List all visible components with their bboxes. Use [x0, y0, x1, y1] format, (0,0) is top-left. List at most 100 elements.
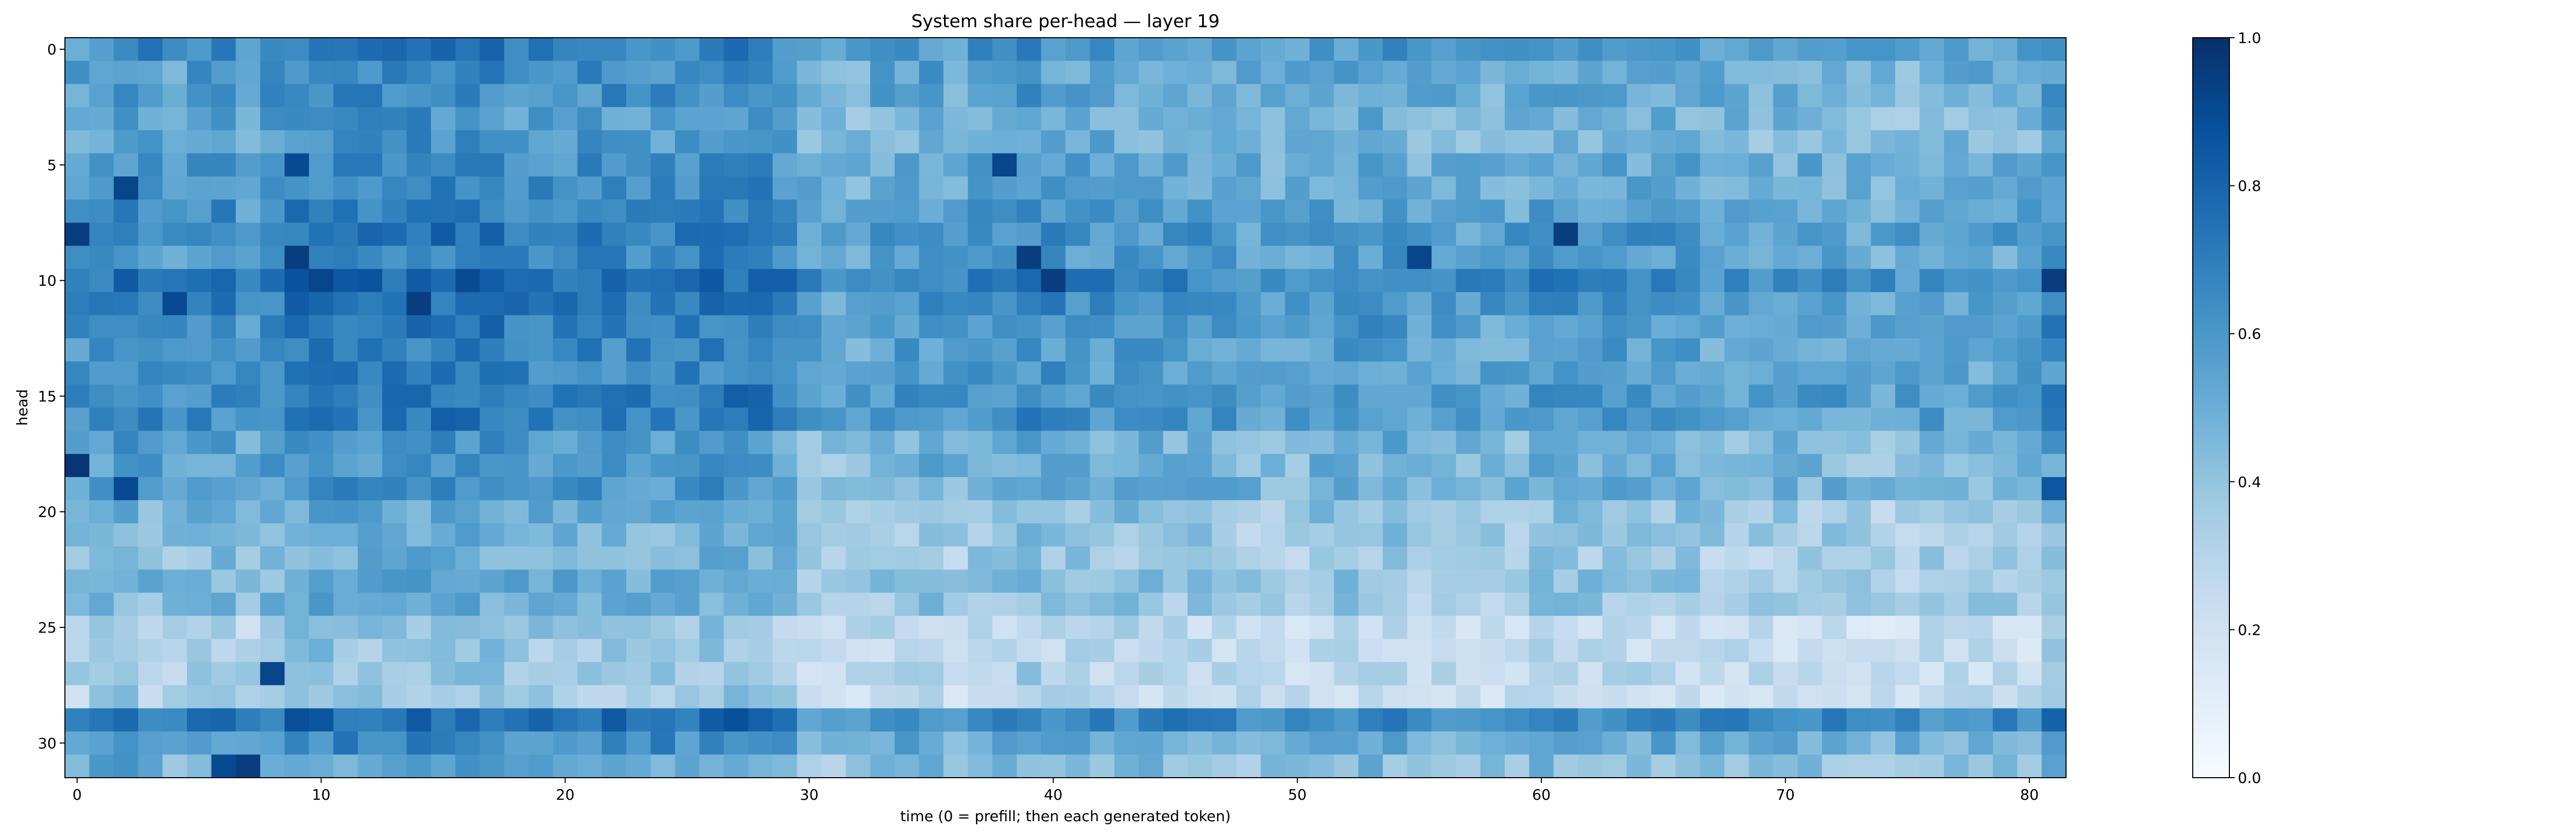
heatmap-cell: [797, 615, 822, 639]
heatmap-cell: [1529, 361, 1554, 385]
heatmap-cell: [1431, 523, 1457, 547]
heatmap-cell: [553, 246, 578, 270]
heatmap-cell: [138, 407, 163, 432]
heatmap-cell: [1504, 731, 1530, 755]
heatmap-cell: [1529, 315, 1554, 339]
heatmap-cell: [1480, 338, 1505, 362]
heatmap-cell: [846, 569, 871, 593]
heatmap-cell: [1822, 407, 1847, 432]
heatmap-cell: [1187, 130, 1213, 154]
heatmap-cell: [1358, 685, 1383, 709]
heatmap-cell: [919, 176, 944, 200]
y-tick-label: 5: [47, 157, 57, 174]
heatmap-cell: [1993, 500, 2018, 524]
heatmap-cell: [968, 384, 993, 408]
heatmap-cell: [1382, 477, 1408, 501]
heatmap-cell: [675, 315, 700, 339]
heatmap-cell: [162, 523, 187, 547]
heatmap-cell: [1114, 384, 1139, 408]
heatmap-cell: [1846, 500, 1871, 524]
heatmap-cell: [577, 223, 603, 247]
heatmap-cell: [553, 153, 578, 177]
heatmap-cell: [528, 569, 553, 593]
heatmap-cell: [1993, 107, 2018, 131]
heatmap-cell: [650, 153, 675, 177]
heatmap-cell: [1627, 731, 1652, 755]
heatmap-cell: [1797, 292, 1823, 316]
heatmap-cell: [1822, 223, 1847, 247]
heatmap-cell: [1334, 130, 1359, 154]
heatmap-cell: [943, 269, 969, 293]
heatmap-cell: [114, 685, 139, 709]
heatmap-cell: [2041, 130, 2067, 154]
heatmap-cell: [1260, 754, 1286, 778]
heatmap-cell: [1724, 38, 1749, 61]
heatmap-cell: [1895, 731, 1920, 755]
heatmap-cell: [1456, 315, 1481, 339]
heatmap-cell: [1016, 84, 1041, 108]
heatmap-cell: [406, 754, 431, 778]
heatmap-cell: [577, 384, 603, 408]
heatmap-cell: [211, 315, 236, 339]
heatmap-cell: [1212, 615, 1237, 639]
heatmap-cell: [1944, 708, 1969, 732]
heatmap-cell: [602, 61, 627, 84]
heatmap-cell: [1895, 639, 1920, 662]
heatmap-cell: [260, 685, 285, 709]
heatmap-cell: [114, 592, 139, 616]
heatmap-cell: [724, 315, 749, 339]
heatmap-cell: [1675, 200, 1701, 223]
heatmap-cell: [699, 615, 725, 639]
heatmap-cell: [1944, 523, 1969, 547]
heatmap-cell: [1334, 361, 1359, 385]
heatmap-cell: [333, 407, 358, 432]
heatmap-cell: [1260, 523, 1286, 547]
heatmap-cell: [284, 731, 309, 755]
heatmap-cell: [1968, 292, 1993, 316]
heatmap-cell: [577, 754, 603, 778]
heatmap-cell: [1895, 407, 1920, 432]
heatmap-cell: [1431, 292, 1457, 316]
heatmap-cell: [1041, 107, 1066, 131]
heatmap-cell: [1529, 592, 1554, 616]
heatmap-cell: [1944, 615, 1969, 639]
heatmap-cell: [1358, 615, 1383, 639]
heatmap-cell: [1187, 731, 1213, 755]
heatmap-cell: [65, 546, 90, 570]
heatmap-cell: [1944, 569, 1969, 593]
heatmap-cell: [309, 361, 334, 385]
heatmap-cell: [455, 107, 480, 131]
heatmap-cell: [187, 523, 212, 547]
heatmap-cell: [1138, 200, 1164, 223]
heatmap-cell: [358, 523, 383, 547]
heatmap-cell: [89, 130, 114, 154]
heatmap-cell: [2017, 338, 2042, 362]
heatmap-cell: [504, 130, 529, 154]
heatmap-cell: [236, 708, 261, 732]
heatmap-cell: [89, 361, 114, 385]
heatmap-cell: [138, 384, 163, 408]
heatmap-cell: [1187, 200, 1213, 223]
heatmap-cell: [2041, 569, 2067, 593]
colorbar-tick-label: 0.2: [2238, 621, 2261, 638]
heatmap-cell: [236, 639, 261, 662]
heatmap-cell: [1334, 38, 1359, 61]
heatmap-cell: [846, 61, 871, 84]
heatmap-cell: [968, 592, 993, 616]
heatmap-cell: [260, 430, 285, 455]
heatmap-cell: [1724, 338, 1749, 362]
heatmap-cell: [1065, 223, 1091, 247]
heatmap-cell: [528, 708, 553, 732]
heatmap-cell: [1090, 223, 1115, 247]
heatmap-cell: [236, 500, 261, 524]
heatmap-cell: [1773, 708, 1798, 732]
heatmap-cell: [187, 84, 212, 108]
heatmap-cell: [1187, 107, 1213, 131]
heatmap-cell: [748, 84, 773, 108]
heatmap-cell: [284, 454, 309, 478]
heatmap-cell: [138, 430, 163, 455]
heatmap-cell: [211, 223, 236, 247]
heatmap-cell: [1993, 292, 2018, 316]
heatmap-cell: [1895, 754, 1920, 778]
heatmap-cell: [1016, 315, 1041, 339]
